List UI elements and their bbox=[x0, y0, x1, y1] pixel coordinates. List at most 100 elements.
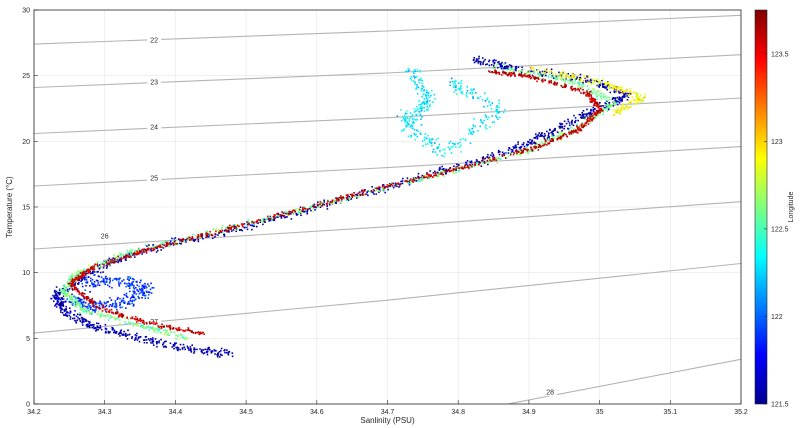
scatter-point bbox=[608, 87, 611, 89]
scatter-point bbox=[507, 65, 509, 68]
scatter-point bbox=[546, 130, 548, 133]
scatter-point bbox=[323, 201, 326, 203]
scatter-point bbox=[80, 269, 83, 271]
scatter-point bbox=[409, 77, 412, 80]
scatter-point bbox=[75, 298, 77, 301]
scatter-point bbox=[596, 98, 598, 101]
scatter-point bbox=[588, 95, 590, 98]
scatter-point bbox=[247, 219, 249, 221]
scatter-point bbox=[85, 312, 88, 314]
scatter-point bbox=[64, 310, 66, 313]
scatter-point bbox=[618, 102, 621, 104]
scatter-point bbox=[65, 309, 67, 311]
scatter-point bbox=[52, 300, 55, 302]
scatter-point bbox=[72, 302, 74, 304]
scatter-point bbox=[387, 188, 389, 191]
scatter-point bbox=[556, 137, 559, 140]
scatter-point bbox=[406, 122, 409, 125]
scatter-point bbox=[512, 73, 515, 75]
scatter-point bbox=[152, 344, 155, 346]
scatter-point bbox=[594, 115, 596, 118]
scatter-point bbox=[594, 98, 597, 101]
scatter-point bbox=[273, 219, 276, 222]
scatter-point bbox=[581, 111, 583, 114]
scatter-point bbox=[400, 109, 402, 111]
scatter-point bbox=[174, 242, 176, 244]
scatter-point bbox=[127, 276, 129, 278]
scatter-point bbox=[427, 173, 430, 176]
scatter-point bbox=[76, 276, 79, 279]
scatter-point bbox=[246, 223, 249, 226]
scatter-point bbox=[56, 295, 59, 298]
scatter-point bbox=[65, 293, 68, 295]
scatter-point bbox=[580, 81, 582, 83]
scatter-point bbox=[608, 88, 611, 90]
scatter-point bbox=[547, 136, 549, 139]
scatter-point bbox=[483, 119, 485, 122]
scatter-point bbox=[271, 219, 273, 221]
scatter-point bbox=[66, 311, 68, 313]
scatter-point bbox=[126, 334, 129, 336]
scatter-point bbox=[110, 259, 112, 261]
scatter-point bbox=[559, 126, 561, 128]
scatter-point bbox=[227, 228, 230, 231]
scatter-point bbox=[93, 265, 96, 267]
scatter-point bbox=[353, 194, 355, 197]
scatter-point bbox=[74, 305, 76, 307]
scatter-point bbox=[480, 165, 483, 167]
scatter-point bbox=[522, 143, 525, 146]
scatter-point bbox=[270, 219, 272, 222]
scatter-point bbox=[134, 291, 136, 294]
scatter-point bbox=[104, 327, 107, 330]
scatter-point bbox=[635, 92, 637, 94]
scatter-point bbox=[417, 175, 419, 178]
scatter-point bbox=[620, 90, 622, 92]
scatter-point bbox=[597, 110, 600, 112]
scatter-point bbox=[437, 175, 440, 178]
scatter-point bbox=[559, 135, 562, 138]
scatter-point bbox=[93, 304, 95, 307]
scatter-point bbox=[138, 252, 140, 255]
scatter-point bbox=[577, 127, 579, 129]
scatter-point bbox=[139, 281, 141, 284]
scatter-point bbox=[158, 340, 160, 342]
scatter-point bbox=[491, 71, 493, 73]
scatter-point bbox=[123, 255, 125, 258]
scatter-point bbox=[571, 130, 573, 132]
scatter-point bbox=[63, 314, 66, 316]
scatter-point bbox=[310, 206, 312, 208]
scatter-point bbox=[409, 116, 412, 119]
scatter-point bbox=[576, 123, 579, 125]
scatter-point bbox=[137, 324, 140, 327]
scatter-point bbox=[553, 82, 556, 84]
scatter-point bbox=[364, 193, 367, 195]
scatter-point bbox=[540, 73, 542, 76]
scatter-point bbox=[581, 114, 583, 117]
scatter-point bbox=[96, 325, 99, 327]
scatter-point bbox=[512, 69, 515, 71]
scatter-point bbox=[89, 305, 92, 307]
scatter-point bbox=[98, 313, 101, 316]
scatter-point bbox=[204, 232, 207, 234]
scatter-point bbox=[600, 92, 602, 95]
scatter-point bbox=[88, 322, 91, 324]
scatter-point bbox=[406, 115, 408, 118]
scatter-point bbox=[453, 172, 455, 175]
scatter-point bbox=[413, 178, 415, 181]
scatter-point bbox=[235, 226, 237, 228]
scatter-point bbox=[488, 161, 490, 164]
scatter-point bbox=[147, 325, 149, 328]
scatter-point bbox=[585, 77, 588, 79]
scatter-point bbox=[191, 236, 194, 238]
scatter-point bbox=[77, 316, 79, 319]
scatter-point bbox=[485, 124, 487, 127]
scatter-point bbox=[368, 190, 371, 193]
scatter-point bbox=[388, 183, 391, 185]
scatter-point bbox=[81, 270, 83, 272]
scatter-point bbox=[125, 322, 128, 325]
scatter-point bbox=[201, 233, 203, 235]
scatter-point bbox=[635, 98, 638, 101]
scatter-point bbox=[427, 134, 429, 137]
scatter-point bbox=[134, 334, 137, 336]
scatter-point bbox=[119, 330, 122, 332]
